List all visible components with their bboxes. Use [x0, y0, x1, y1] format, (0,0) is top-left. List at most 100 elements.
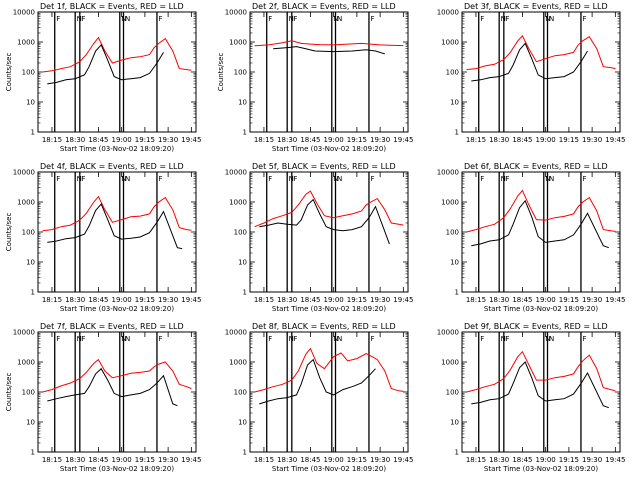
- time-marker-letter: N: [337, 175, 342, 183]
- x-tick-label: 18:45: [88, 456, 108, 464]
- y-tick-label: 100: [446, 69, 459, 77]
- panel-title: Det 1f, BLACK = Events, RED = LLD: [40, 2, 184, 11]
- x-axis-label: Start Time (03-Nov-02 18:09:20): [272, 465, 386, 473]
- x-tick-label: 19:15: [347, 136, 367, 144]
- time-marker-letter: F: [505, 15, 509, 23]
- x-tick-label: 18:45: [300, 136, 320, 144]
- series-events-line: [47, 203, 183, 250]
- x-axis-label: Start Time (03-Nov-02 18:09:20): [484, 465, 598, 473]
- y-tick-label: 100: [446, 229, 459, 237]
- series-events-line: [273, 46, 385, 55]
- x-tick-label: 18:30: [277, 136, 297, 144]
- y-tick-label: 10000: [225, 9, 247, 17]
- time-marker-letter: F: [56, 15, 60, 23]
- panel-title: Det 2f, BLACK = Events, RED = LLD: [252, 2, 396, 11]
- time-marker-letter: F: [293, 15, 297, 23]
- y-tick-label: 100: [234, 69, 247, 77]
- series-lld-line: [466, 350, 616, 393]
- y-tick-label: 10: [26, 99, 35, 107]
- series-lld-line: [466, 189, 616, 233]
- plot-frame: [249, 171, 409, 293]
- time-marker-letter: F: [158, 175, 162, 183]
- x-axis-label: Start Time (03-Nov-02 18:09:20): [272, 305, 386, 313]
- time-marker-letter: F: [582, 15, 586, 23]
- time-marker-letter: F: [56, 175, 60, 183]
- y-tick-label: 10000: [437, 169, 459, 177]
- x-tick-label: 18:15: [254, 456, 274, 464]
- x-tick-label: 19:15: [559, 456, 579, 464]
- x-tick-label: 19:30: [370, 456, 390, 464]
- x-tick-label: 19:30: [158, 296, 178, 304]
- panel-title: Det 6f, BLACK = Events, RED = LLD: [464, 162, 608, 171]
- y-tick-label: 10: [238, 259, 247, 267]
- panel-det-5: Det 5f, BLACK = Events, RED = LLD 1 10 100 1…: [225, 162, 414, 313]
- y-tick-label: 1000: [17, 359, 35, 367]
- time-marker-letter: F: [582, 335, 586, 343]
- y-tick-label: 10: [450, 99, 459, 107]
- x-tick-label: 19:15: [559, 296, 579, 304]
- y-tick-label: 1000: [441, 359, 459, 367]
- y-tick-label: 1000: [229, 199, 247, 207]
- y-tick-label: 1000: [229, 39, 247, 47]
- x-tick-label: 18:30: [277, 456, 297, 464]
- y-tick-label: 1: [243, 129, 247, 137]
- x-tick-label: 18:30: [65, 296, 85, 304]
- y-tick-label: 10000: [437, 9, 459, 17]
- y-tick-label: 10: [238, 419, 247, 427]
- time-marker-letter: N: [125, 335, 130, 343]
- x-tick-label: 18:45: [512, 456, 532, 464]
- x-tick-label: 19:00: [324, 296, 344, 304]
- x-tick-label: 19:00: [324, 136, 344, 144]
- x-tick-label: 18:45: [300, 296, 320, 304]
- x-tick-label: 18:15: [466, 136, 486, 144]
- panel-title: Det 9f, BLACK = Events, RED = LLD: [464, 322, 608, 331]
- x-tick-label: 19:45: [605, 296, 625, 304]
- time-marker-letter: F: [56, 335, 60, 343]
- time-marker-letter: N: [125, 175, 130, 183]
- y-tick-label: 1000: [229, 359, 247, 367]
- plot-frame: [249, 331, 409, 453]
- x-tick-label: 19:30: [158, 456, 178, 464]
- x-tick-label: 19:00: [536, 456, 556, 464]
- series-lld-line: [42, 358, 192, 393]
- panel-det-9: Det 9f, BLACK = Events, RED = LLD 1 10 100 1…: [437, 322, 626, 473]
- time-marker-letter: F: [293, 175, 297, 183]
- x-tick-label: 19:00: [324, 456, 344, 464]
- series-lld-line: [42, 36, 192, 73]
- x-tick-label: 18:45: [300, 456, 320, 464]
- x-tick-label: 18:45: [512, 296, 532, 304]
- x-axis-label: Start Time (03-Nov-02 18:09:20): [272, 145, 386, 153]
- x-tick-label: 19:30: [582, 136, 602, 144]
- y-axis-label: Counts/sec: [5, 53, 13, 92]
- x-tick-label: 19:15: [559, 136, 579, 144]
- series-lld-line: [254, 347, 404, 393]
- y-tick-label: 100: [22, 389, 35, 397]
- x-tick-label: 19:00: [536, 296, 556, 304]
- x-tick-label: 19:30: [370, 296, 390, 304]
- x-tick-label: 19:45: [393, 136, 413, 144]
- time-marker-letter: F: [158, 335, 162, 343]
- panel-det-7: Det 7f, BLACK = Events, RED = LLD 1 10 100 1…: [5, 322, 201, 473]
- y-tick-label: 100: [22, 229, 35, 237]
- series-lld-line: [254, 190, 404, 228]
- x-tick-label: 18:15: [466, 296, 486, 304]
- plot-frame: [37, 11, 197, 133]
- panel-title: Det 7f, BLACK = Events, RED = LLD: [40, 322, 184, 331]
- time-marker-letter: F: [505, 335, 509, 343]
- series-events-line: [259, 358, 376, 405]
- x-axis-label: Start Time (03-Nov-02 18:09:20): [60, 305, 174, 313]
- y-tick-label: 100: [234, 229, 247, 237]
- y-tick-label: 100: [22, 69, 35, 77]
- y-tick-label: 10: [26, 259, 35, 267]
- x-tick-label: 19:15: [135, 456, 155, 464]
- panel-title: Det 3f, BLACK = Events, RED = LLD: [464, 2, 608, 11]
- x-tick-label: 19:45: [605, 136, 625, 144]
- panel-det-2: Det 2f, BLACK = Events, RED = LLD 1 10 100 1…: [217, 2, 413, 153]
- x-tick-label: 18:45: [512, 136, 532, 144]
- y-tick-label: 100: [446, 389, 459, 397]
- y-tick-label: 10000: [437, 329, 459, 337]
- x-tick-label: 19:45: [393, 296, 413, 304]
- y-tick-label: 1: [31, 129, 35, 137]
- panel-det-3: Det 3f, BLACK = Events, RED = LLD 1 10 100 1…: [437, 2, 626, 144]
- y-tick-label: 1: [243, 449, 247, 457]
